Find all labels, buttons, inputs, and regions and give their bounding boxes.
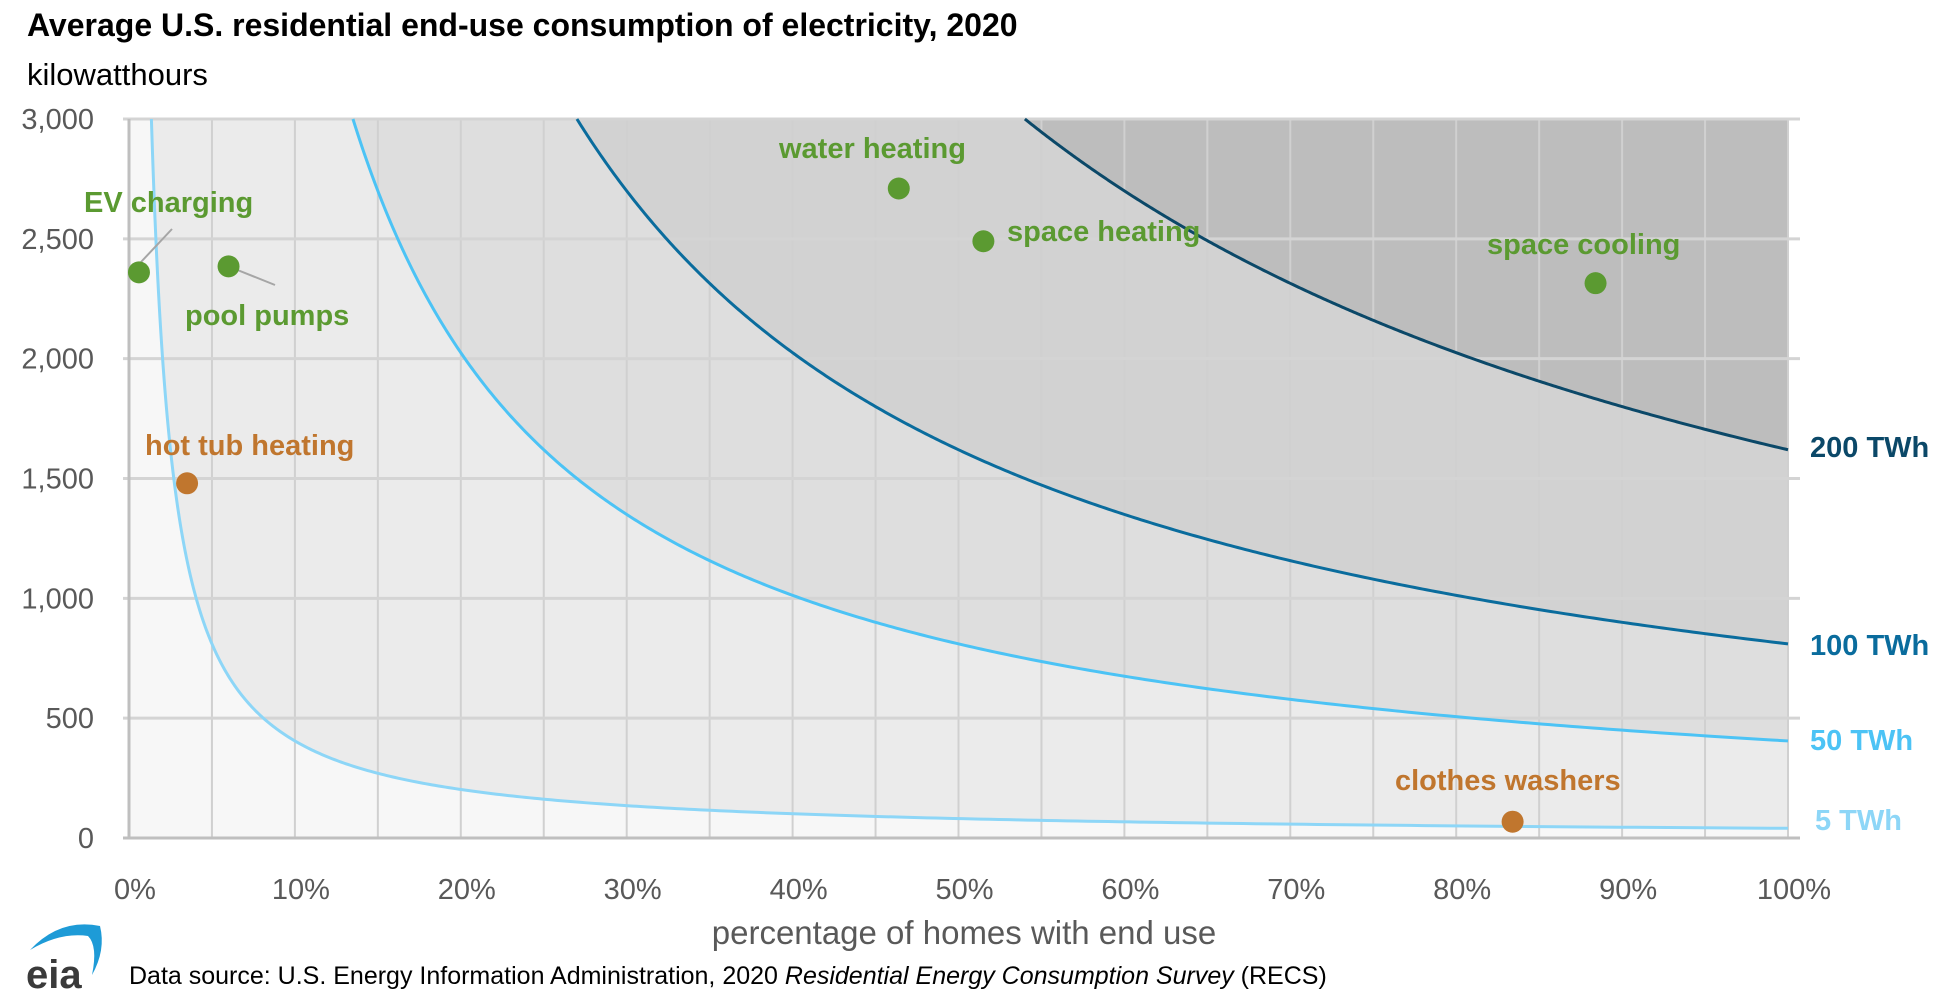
- data-label: EV charging: [84, 187, 253, 219]
- logo-swoosh-icon: [30, 924, 102, 975]
- x-tick-label: 40%: [770, 874, 828, 906]
- iso-curves: 5 TWh 50 TWh 100 TWh 200 TWh: [149, 117, 1929, 837]
- y-axis-ticks: 0 500 1,000 1,500 2,000 2,500 3,000: [21, 104, 94, 855]
- data-point: [1584, 272, 1607, 295]
- iso-curve-50-twh: [351, 118, 1789, 743]
- chart-title: Average U.S. residential end-use consump…: [27, 7, 1018, 43]
- data-point: [176, 472, 199, 495]
- data-point: [217, 255, 240, 278]
- chart-subtitle: kilowatthours: [27, 57, 208, 92]
- region-above-200-twh: [1024, 119, 1788, 450]
- x-tick-label: 70%: [1267, 874, 1325, 906]
- x-tick-label: 80%: [1433, 874, 1491, 906]
- x-tick-label: 100%: [1757, 874, 1831, 906]
- y-tick-label: 2,000: [21, 344, 94, 376]
- data-points: EV charging pool pumps water heating space …: [84, 133, 1680, 833]
- data-label: clothes washers: [1395, 765, 1621, 797]
- iso-curve-label: 100 TWh: [1810, 630, 1929, 662]
- x-axis-ticks: 0% 10% 20% 30% 40% 50% 60% 70% 80% 90% 100%: [114, 874, 1831, 906]
- source-survey-name: Residential Energy Consumption Survey: [785, 962, 1235, 990]
- y-tick-label: 2,500: [21, 224, 94, 256]
- leader-line: [140, 228, 173, 263]
- x-tick-label: 60%: [1101, 874, 1159, 906]
- data-label: water heating: [778, 133, 966, 165]
- x-tick-label: 30%: [604, 874, 662, 906]
- x-axis-label: percentage of homes with end use: [712, 914, 1217, 951]
- source-suffix: (RECS): [1234, 962, 1327, 990]
- iso-curve-label: 5 TWh: [1815, 805, 1902, 837]
- iso-curve-label: 200 TWh: [1810, 432, 1929, 464]
- y-tick-label: 500: [46, 703, 94, 735]
- data-label: space heating: [1007, 216, 1200, 248]
- y-tick-label: 0: [78, 823, 94, 855]
- data-point: [127, 261, 150, 284]
- logo-text: eia: [26, 953, 82, 997]
- y-tick-label: 3,000: [21, 104, 94, 136]
- x-tick-label: 20%: [438, 874, 496, 906]
- x-tick-label: 0%: [114, 874, 156, 906]
- data-source: Data source: U.S. Energy Information Adm…: [129, 962, 1327, 990]
- gridlines: [123, 117, 1800, 840]
- iso-curve-100-twh: [575, 118, 1789, 646]
- y-tick-label: 1,000: [21, 583, 94, 615]
- x-tick-label: 50%: [935, 874, 993, 906]
- source-prefix: Data source: U.S. Energy Information Adm…: [129, 962, 785, 990]
- iso-curve-200-twh: [1023, 117, 1789, 452]
- eia-logo: eia: [26, 924, 102, 997]
- data-point: [972, 230, 995, 253]
- iso-curve-5-twh: [149, 118, 1789, 830]
- leader-line: [234, 268, 276, 286]
- x-tick-label: 90%: [1599, 874, 1657, 906]
- data-label: pool pumps: [185, 300, 349, 332]
- y-tick-label: 1,500: [21, 464, 94, 496]
- data-label: space cooling: [1487, 229, 1680, 261]
- iso-curve-label: 50 TWh: [1810, 725, 1913, 757]
- data-point: [887, 177, 910, 200]
- x-tick-label: 10%: [272, 874, 330, 906]
- data-label: hot tub heating: [145, 430, 354, 462]
- data-point: [1501, 810, 1524, 833]
